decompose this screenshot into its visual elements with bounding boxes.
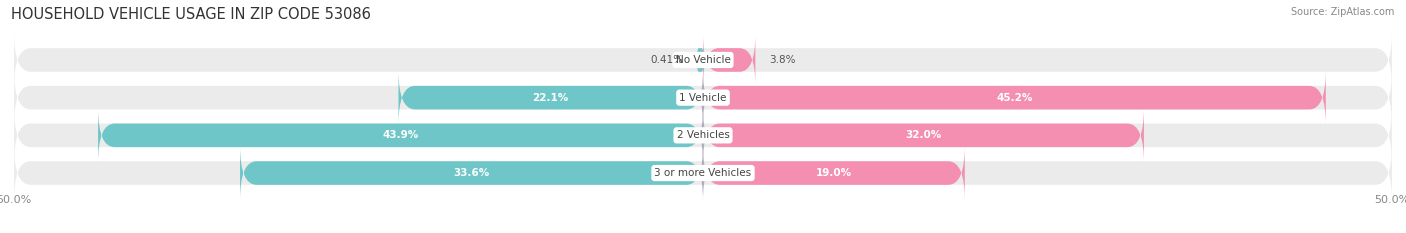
FancyBboxPatch shape (703, 145, 965, 201)
FancyBboxPatch shape (14, 108, 1392, 163)
FancyBboxPatch shape (703, 34, 755, 86)
FancyBboxPatch shape (697, 48, 703, 72)
FancyBboxPatch shape (14, 145, 1392, 201)
FancyBboxPatch shape (398, 70, 703, 125)
Text: Source: ZipAtlas.com: Source: ZipAtlas.com (1291, 7, 1395, 17)
FancyBboxPatch shape (703, 108, 1144, 163)
Text: 45.2%: 45.2% (997, 93, 1032, 103)
FancyBboxPatch shape (98, 108, 703, 163)
Text: 3 or more Vehicles: 3 or more Vehicles (654, 168, 752, 178)
Text: 22.1%: 22.1% (533, 93, 569, 103)
Text: 43.9%: 43.9% (382, 130, 419, 140)
Text: No Vehicle: No Vehicle (675, 55, 731, 65)
Text: 2 Vehicles: 2 Vehicles (676, 130, 730, 140)
Text: 3.8%: 3.8% (769, 55, 796, 65)
FancyBboxPatch shape (14, 70, 1392, 125)
Text: 19.0%: 19.0% (815, 168, 852, 178)
Text: 0.41%: 0.41% (651, 55, 683, 65)
FancyBboxPatch shape (703, 70, 1326, 125)
FancyBboxPatch shape (14, 32, 1392, 88)
Text: 33.6%: 33.6% (453, 168, 489, 178)
FancyBboxPatch shape (240, 145, 703, 201)
Text: 1 Vehicle: 1 Vehicle (679, 93, 727, 103)
Text: 32.0%: 32.0% (905, 130, 942, 140)
Text: HOUSEHOLD VEHICLE USAGE IN ZIP CODE 53086: HOUSEHOLD VEHICLE USAGE IN ZIP CODE 5308… (11, 7, 371, 22)
